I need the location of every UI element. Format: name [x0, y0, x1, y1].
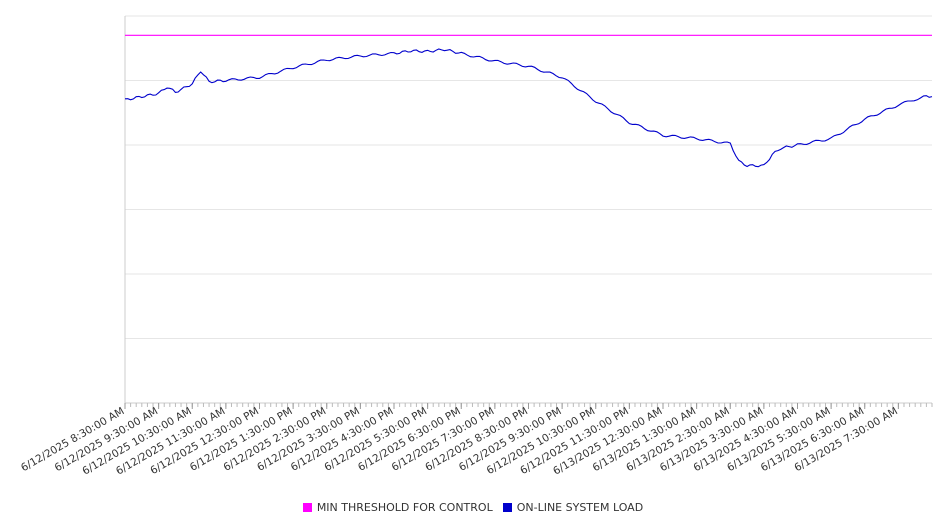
legend-item-min-threshold[interactable]: MIN THRESHOLD FOR CONTROL: [302, 500, 493, 514]
legend-swatch-system-load: [502, 502, 512, 512]
legend-label-system-load: ON-LINE SYSTEM LOAD: [516, 500, 644, 514]
line-chart: 6/12/2025 8:30:00 AM6/12/2025 9:30:00 AM…: [19, 15, 933, 478]
series-line-system-load: [124, 48, 933, 168]
chart-legend: MIN THRESHOLD FOR CONTROL ON-LINE SYSTEM…: [0, 498, 946, 516]
legend-swatch-min-threshold: [302, 502, 312, 512]
legend-label-min-threshold: MIN THRESHOLD FOR CONTROL: [316, 500, 493, 514]
legend-item-system-load[interactable]: ON-LINE SYSTEM LOAD: [502, 500, 644, 514]
